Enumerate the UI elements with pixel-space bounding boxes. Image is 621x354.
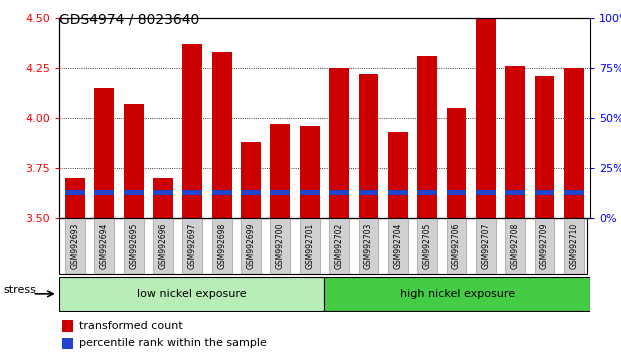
Bar	[124, 218, 144, 274]
Bar	[417, 218, 437, 274]
Bar	[329, 190, 349, 195]
Bar	[324, 277, 590, 311]
Bar	[153, 190, 173, 195]
Text: low nickel exposure: low nickel exposure	[137, 289, 247, 299]
Bar	[300, 126, 320, 218]
Bar	[94, 88, 114, 218]
Text: GSM992704: GSM992704	[393, 223, 402, 269]
Text: GSM992702: GSM992702	[335, 223, 343, 269]
Bar	[94, 218, 114, 274]
Bar	[329, 68, 349, 218]
Bar	[124, 104, 144, 218]
Text: GSM992707: GSM992707	[481, 223, 491, 269]
Bar	[564, 68, 584, 218]
Bar	[300, 218, 320, 274]
Text: percentile rank within the sample: percentile rank within the sample	[79, 338, 267, 348]
Text: GSM992709: GSM992709	[540, 223, 549, 269]
Bar	[124, 190, 144, 195]
Bar	[417, 56, 437, 218]
Bar	[476, 190, 496, 195]
Text: GSM992697: GSM992697	[188, 223, 197, 269]
Text: GSM992703: GSM992703	[364, 223, 373, 269]
Bar	[535, 190, 555, 195]
Bar	[329, 218, 349, 274]
Bar	[505, 218, 525, 274]
Bar	[65, 218, 85, 274]
Text: GSM992698: GSM992698	[217, 223, 226, 269]
Text: GSM992705: GSM992705	[423, 223, 432, 269]
Bar	[212, 218, 232, 274]
Bar	[65, 178, 85, 218]
Bar	[271, 218, 291, 274]
Bar	[212, 52, 232, 218]
Text: GSM992701: GSM992701	[306, 223, 314, 269]
Text: GSM992699: GSM992699	[247, 223, 256, 269]
Bar	[358, 190, 378, 195]
Bar	[65, 190, 85, 195]
Bar	[505, 190, 525, 195]
Bar	[535, 218, 555, 274]
Text: high nickel exposure: high nickel exposure	[400, 289, 515, 299]
Bar	[446, 218, 466, 274]
Bar	[61, 320, 73, 332]
Bar	[358, 74, 378, 218]
Bar	[241, 142, 261, 218]
Text: GSM992694: GSM992694	[100, 223, 109, 269]
Text: GSM992700: GSM992700	[276, 223, 285, 269]
Bar	[183, 218, 202, 274]
Bar	[388, 132, 408, 218]
Bar	[417, 190, 437, 195]
Text: GSM992710: GSM992710	[569, 223, 578, 269]
Bar	[300, 190, 320, 195]
Bar	[388, 190, 408, 195]
Bar	[59, 277, 324, 311]
Bar	[446, 108, 466, 218]
Bar	[183, 190, 202, 195]
Bar	[564, 190, 584, 195]
Bar	[212, 190, 232, 195]
Text: GSM992706: GSM992706	[452, 223, 461, 269]
Text: GSM992693: GSM992693	[71, 223, 79, 269]
Text: GSM992695: GSM992695	[129, 223, 138, 269]
Bar	[505, 66, 525, 218]
Bar	[153, 218, 173, 274]
Text: transformed count: transformed count	[79, 321, 183, 331]
Bar	[271, 124, 291, 218]
Text: stress: stress	[3, 285, 36, 295]
Bar	[241, 190, 261, 195]
Bar	[61, 338, 73, 349]
Bar	[446, 190, 466, 195]
Bar	[271, 190, 291, 195]
Bar	[241, 218, 261, 274]
Text: GSM992708: GSM992708	[510, 223, 520, 269]
Bar	[476, 18, 496, 218]
Bar	[153, 178, 173, 218]
Text: GSM992696: GSM992696	[158, 223, 168, 269]
Bar	[535, 76, 555, 218]
Bar	[388, 218, 408, 274]
Text: GDS4974 / 8023640: GDS4974 / 8023640	[59, 12, 199, 27]
Bar	[564, 218, 584, 274]
Bar	[358, 218, 378, 274]
Bar	[476, 218, 496, 274]
Bar	[183, 44, 202, 218]
Bar	[94, 190, 114, 195]
